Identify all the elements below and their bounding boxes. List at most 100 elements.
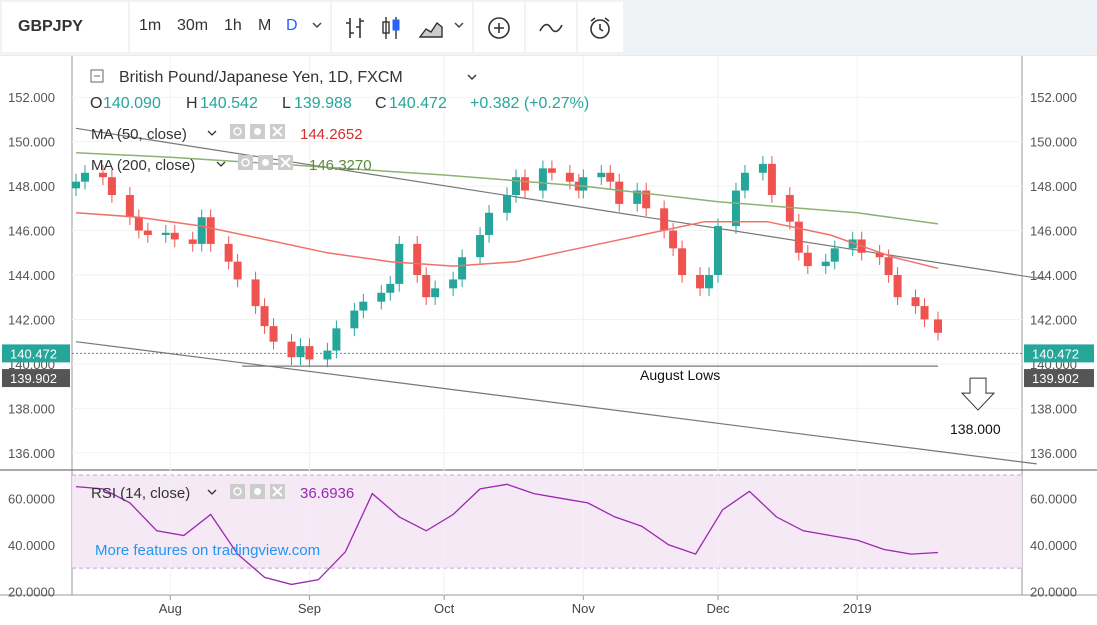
- last-price-badge-right: [1024, 344, 1094, 363]
- candle-body: [821, 261, 830, 267]
- candle-body: [579, 177, 588, 191]
- candle-body: [785, 195, 794, 222]
- support-badge-right: [1024, 369, 1094, 388]
- price-tick-left: 148.000: [8, 179, 55, 194]
- candle-body: [660, 208, 669, 231]
- interval-day[interactable]: D: [286, 17, 298, 34]
- candle-body: [758, 163, 767, 173]
- candle-body: [125, 195, 134, 218]
- ma50-label: MA (50, close): [91, 126, 187, 143]
- candle-body: [606, 172, 615, 182]
- time-axis: Aug Sep Oct Nov Dec 2019: [159, 56, 872, 616]
- alert-group: [578, 2, 623, 52]
- candle-body: [224, 243, 233, 262]
- alert-clock-icon[interactable]: [587, 15, 613, 41]
- price-tick-left: 144.000: [8, 268, 55, 283]
- candles: [72, 156, 942, 368]
- compare-group: [526, 2, 576, 52]
- candle-body: [893, 275, 902, 298]
- candle-body: [422, 275, 431, 298]
- ma200-value: 146.3270: [309, 157, 372, 174]
- bar-chart-icon[interactable]: [342, 15, 368, 41]
- candle-body: [714, 226, 723, 275]
- ma200-controls[interactable]: [238, 155, 293, 170]
- time-tick-label: Aug: [159, 601, 182, 616]
- price-tick-right: 136.000: [1030, 446, 1077, 461]
- interval-1h[interactable]: 1h: [224, 17, 242, 34]
- candle-body: [296, 346, 305, 358]
- candle-body: [875, 252, 884, 258]
- candle-body: [642, 190, 651, 209]
- candlestick-icon[interactable]: [378, 15, 404, 41]
- eye-icon-pupil: [233, 487, 242, 496]
- price-tick-right: 142.000: [1030, 312, 1077, 327]
- candle-body: [386, 283, 395, 293]
- ohlc-close: 140.472: [389, 95, 447, 112]
- symbol-box[interactable]: GBPJPY: [2, 2, 128, 52]
- chevron-down-icon[interactable]: [452, 18, 466, 32]
- chevron-down-icon[interactable]: [207, 130, 217, 136]
- candle-body: [269, 326, 278, 342]
- ohlc-open: 140.090: [103, 95, 161, 112]
- ohlc-low-key: L: [282, 95, 291, 112]
- ma50-value: 144.2652: [300, 126, 363, 143]
- support-price-right: 139.902: [1032, 371, 1079, 386]
- candle-body: [98, 172, 107, 178]
- eye-icon[interactable]: [230, 124, 245, 139]
- price-tick-right: 138.000: [1030, 401, 1077, 416]
- interval-30m[interactable]: 30m: [177, 17, 209, 34]
- chevron-down-icon[interactable]: [207, 489, 217, 495]
- price-tick-left: 150.000: [8, 135, 55, 150]
- candle-body: [80, 172, 89, 182]
- chart-toolbar: GBPJPY 1m 30m 1h M D: [0, 0, 1097, 55]
- chevron-down-icon[interactable]: [216, 161, 226, 167]
- candle-body: [633, 190, 642, 204]
- candle-body: [511, 177, 520, 195]
- candle-body: [696, 275, 705, 289]
- eye-icon[interactable]: [230, 484, 245, 499]
- rsi-axis: 20.0000 20.0000 40.0000 40.0000 60.0000 60.00…: [8, 491, 1077, 599]
- candle-body: [458, 257, 467, 280]
- candle-body: [520, 177, 529, 191]
- candle-body: [615, 181, 624, 204]
- rsi-tick-right: 20.0000: [1030, 584, 1077, 599]
- candle-body: [305, 346, 314, 360]
- gear-icon-core: [254, 128, 261, 135]
- candle-body: [678, 248, 687, 275]
- candle-body: [547, 168, 556, 173]
- ohlc-open-key: O: [90, 95, 102, 112]
- interval-1m[interactable]: 1m: [139, 17, 162, 34]
- rsi-tick-left: 60.0000: [8, 491, 55, 506]
- candle-body: [287, 341, 296, 358]
- price-tick-right: 148.000: [1030, 179, 1077, 194]
- close-icon-cross: [272, 126, 283, 137]
- eye-icon-pupil: [233, 127, 242, 136]
- interval-month[interactable]: M: [258, 17, 272, 34]
- candle-body: [188, 239, 197, 244]
- candle-body: [884, 257, 893, 275]
- last-price-badge-left: [2, 344, 70, 363]
- candle-body: [395, 243, 404, 284]
- candle-body: [920, 306, 929, 320]
- area-chart-icon[interactable]: [418, 15, 444, 41]
- candle-body: [731, 190, 740, 227]
- candle-body: [170, 232, 179, 240]
- chevron-down-icon[interactable]: [467, 74, 477, 80]
- price-tick-right: 146.000: [1030, 224, 1077, 239]
- collapse-icon[interactable]: [90, 69, 104, 83]
- candle-body: [107, 177, 116, 195]
- ma50-controls[interactable]: [230, 124, 285, 139]
- watermark[interactable]: More features on tradingview.com: [95, 542, 320, 559]
- price-tick-left: 142.000: [8, 312, 55, 327]
- rsi-controls[interactable]: [230, 484, 285, 499]
- add-indicator-icon[interactable]: [486, 15, 512, 41]
- compare-icon[interactable]: [538, 15, 564, 41]
- chevron-down-icon[interactable]: [310, 18, 324, 32]
- eye-icon-pupil: [241, 158, 250, 167]
- candle-body: [565, 172, 574, 182]
- eye-icon[interactable]: [238, 155, 253, 170]
- support-badge-left: [2, 369, 70, 388]
- last-price-right: 140.472: [1032, 346, 1079, 361]
- candle-body: [449, 279, 458, 289]
